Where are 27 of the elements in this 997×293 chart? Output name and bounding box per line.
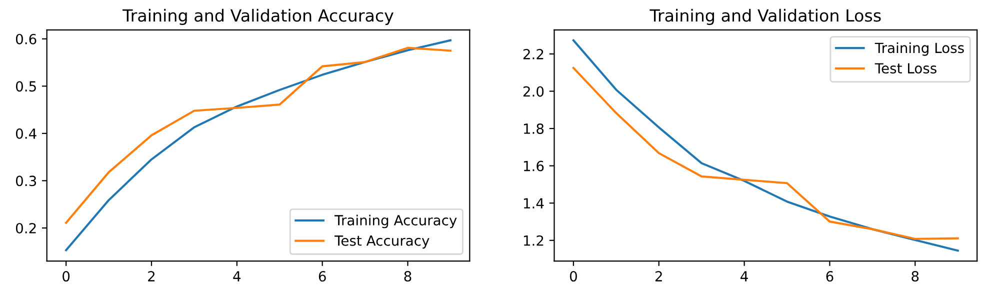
x-tick-label: 6 [318, 271, 326, 282]
y-tick-label: 0.2 [16, 222, 36, 234]
legend-label: Test Accuracy [334, 236, 430, 249]
chart-title: Training and Validation Accuracy [122, 8, 394, 26]
y-tick-label: 0.6 [16, 34, 36, 44]
legend-label: Training Loss [874, 42, 964, 56]
y-tick-label: 1.4 [524, 198, 544, 208]
y-tick-label: 0.3 [16, 176, 36, 186]
x-tick-label: 8 [912, 271, 919, 282]
y-tick-label: 1.2 [524, 235, 544, 246]
x-tick-label: 8 [404, 271, 412, 282]
y-tick-label: 2.0 [523, 86, 544, 97]
x-tick-label: 4 [740, 271, 748, 282]
y-tick-label: 2.2 [523, 48, 544, 60]
y-tick-label: 0.4 [16, 128, 36, 139]
y-tick-label: 1.6 [524, 160, 544, 172]
x-tick-label: 2 [148, 271, 155, 282]
x-tick-label: 4 [233, 271, 241, 282]
x-tick-label: 6 [826, 271, 834, 282]
y-tick-label: 1.8 [524, 123, 544, 134]
x-tick-label: 0 [62, 271, 70, 282]
legend-label: Training Accuracy [334, 214, 457, 228]
x-tick-label: 2 [655, 271, 662, 282]
legend-label: Test Loss [874, 63, 936, 74]
chart-title: Training and Validation Loss [650, 8, 881, 26]
x-tick-label: 0 [570, 271, 577, 282]
y-tick-label: 0.5 [16, 81, 36, 92]
